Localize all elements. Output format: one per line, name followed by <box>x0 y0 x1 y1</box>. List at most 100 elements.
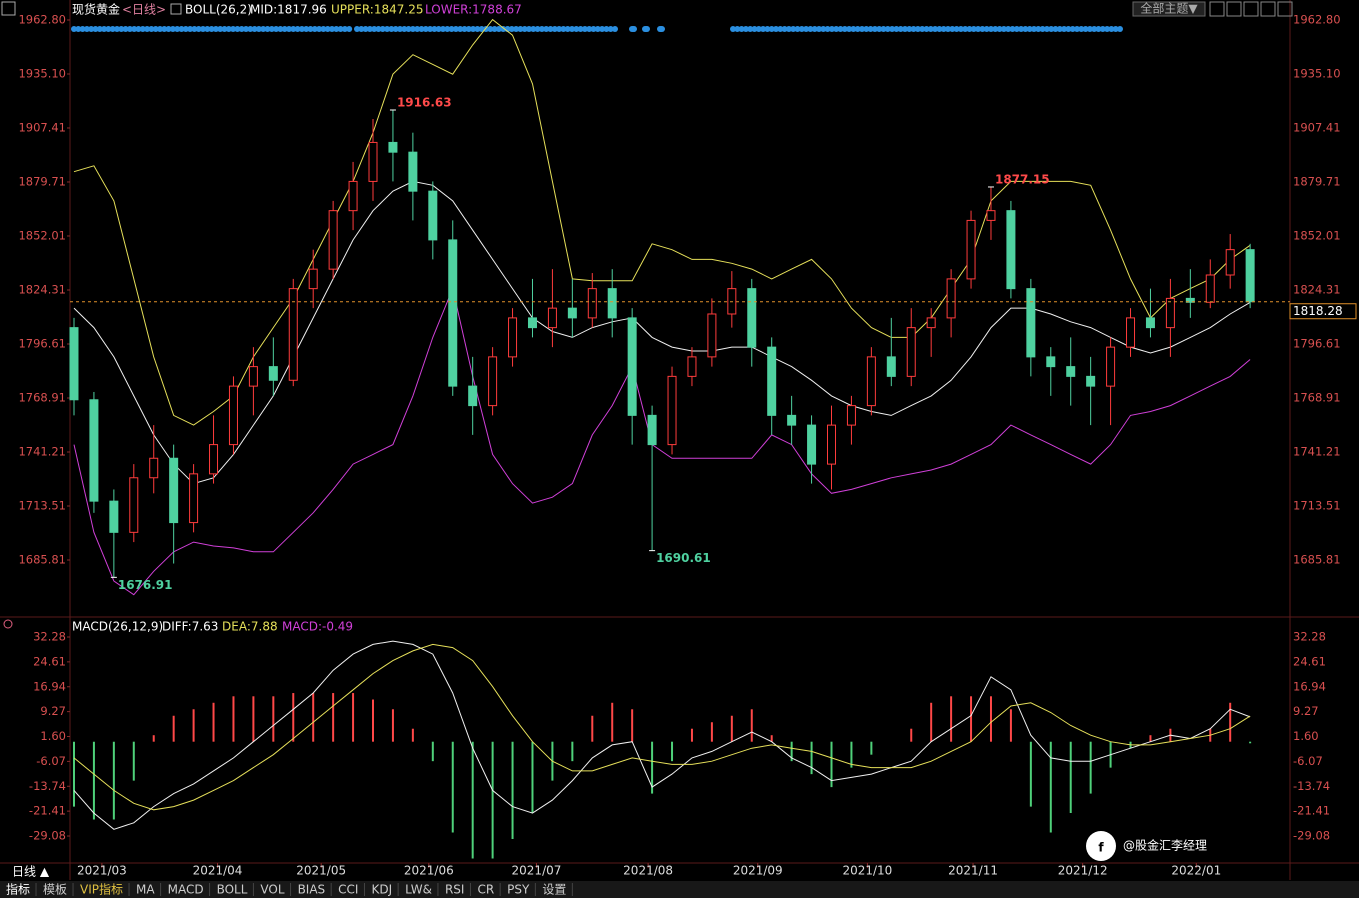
signal-dot <box>320 26 327 32</box>
y-tick-label: 1879.71 <box>18 174 66 188</box>
candle-body <box>1245 249 1255 303</box>
signal-dot <box>255 26 262 32</box>
signal-dot <box>405 26 412 32</box>
tab[interactable]: RSI <box>445 883 465 897</box>
tab[interactable]: 模板 <box>43 883 67 897</box>
candle-body <box>647 414 657 446</box>
tab[interactable]: MACD <box>168 883 204 897</box>
signal-dot <box>397 26 403 32</box>
candle-body <box>248 366 258 387</box>
y-tick-label-right: 1.60 <box>1293 729 1319 743</box>
signal-dot <box>457 26 464 32</box>
signal-dot <box>333 26 340 32</box>
signal-dot <box>854 26 861 32</box>
signal-dot <box>530 26 537 32</box>
x-tick-label: 2021/12 <box>1058 864 1108 878</box>
signal-dot <box>513 26 520 32</box>
x-tick-label: 2021/09 <box>733 864 783 878</box>
signal-dot <box>1082 26 1089 32</box>
signal-dot <box>268 26 275 32</box>
signal-dot <box>581 26 588 32</box>
low-label: 1690.61 <box>656 551 711 565</box>
tab[interactable]: BOLL <box>217 883 248 897</box>
y-tick-label-right: 16.94 <box>1293 679 1326 693</box>
panel-icon[interactable] <box>3 619 13 629</box>
signal-dot <box>738 26 745 32</box>
x-tick-label: 2021/04 <box>193 864 243 878</box>
signal-dot <box>118 26 125 32</box>
y-tick-label: 16.94 <box>33 679 66 693</box>
signal-dot <box>303 26 310 32</box>
tab[interactable]: VOL <box>260 883 284 897</box>
tool-button[interactable] <box>1243 1 1259 17</box>
tab[interactable]: PSY <box>507 883 530 897</box>
candle-body <box>268 366 278 381</box>
theme-button[interactable] <box>1132 1 1206 17</box>
candle-body <box>209 444 219 475</box>
tool-button[interactable] <box>1209 1 1225 17</box>
signal-dot <box>444 26 451 32</box>
tab[interactable]: LW& <box>405 883 432 897</box>
y-tick-label: 1741.21 <box>18 444 66 458</box>
signal-dot <box>152 26 159 32</box>
signal-dot <box>101 26 108 32</box>
signal-dot <box>1095 26 1102 32</box>
y-tick-label-right: 1741.21 <box>1293 444 1341 458</box>
tab[interactable]: KDJ <box>371 883 392 897</box>
tab[interactable]: MA <box>136 883 155 897</box>
signal-dot <box>1099 26 1106 32</box>
signal-dot <box>79 26 86 32</box>
signal-dot <box>122 26 129 32</box>
series-line <box>73 640 1251 830</box>
signal-dot <box>371 26 378 32</box>
tool-button[interactable] <box>1226 1 1242 17</box>
signal-dot <box>1108 26 1115 32</box>
candle-body <box>1185 297 1195 303</box>
macd-value-legend: MACD:-0.49 <box>282 620 353 634</box>
candle-body <box>348 180 358 212</box>
tab[interactable]: 指标 <box>6 882 30 897</box>
signal-dot <box>195 26 202 32</box>
period-button[interactable]: 日线 ▲ <box>12 865 50 879</box>
candle-body <box>408 151 418 192</box>
signal-dot <box>1074 26 1080 32</box>
menu-icon[interactable] <box>1 1 16 16</box>
signal-dot <box>910 26 917 32</box>
tab[interactable]: CR <box>477 883 494 897</box>
indicator-icon[interactable] <box>170 3 182 15</box>
signal-dot <box>277 26 284 32</box>
signal-dot <box>760 26 767 32</box>
candle-body <box>966 219 976 280</box>
diff-legend: DIFF:7.63 <box>162 620 218 634</box>
x-tick-label: 2022/01 <box>1171 864 1221 878</box>
signal-dot <box>751 26 758 32</box>
signal-dot <box>569 26 575 32</box>
tool-button[interactable] <box>1277 1 1293 17</box>
tool-button[interactable] <box>1260 1 1276 17</box>
signal-dot <box>251 26 258 32</box>
tab[interactable]: VIP指标 <box>80 882 123 897</box>
signal-dot <box>962 26 969 32</box>
signal-dot <box>139 26 146 32</box>
tab[interactable]: 设置 <box>542 883 566 897</box>
y-tick-label: 32.28 <box>33 629 66 643</box>
signal-dot <box>983 26 990 32</box>
lower-legend: LOWER:1788.67 <box>425 3 522 17</box>
signal-dot <box>169 26 176 32</box>
tab[interactable]: BIAS <box>298 883 326 897</box>
signal-dot <box>957 26 964 32</box>
signal-dot <box>1104 26 1111 32</box>
signal-dot <box>996 26 1003 32</box>
signal-dot <box>867 26 874 32</box>
signal-dot <box>1005 26 1012 32</box>
signal-dot <box>1117 26 1123 32</box>
tab-bar <box>0 881 1359 898</box>
signal-dot <box>1056 26 1063 32</box>
tab[interactable]: CCI <box>338 883 358 897</box>
signal-dot <box>298 26 305 32</box>
y-tick-label: -29.08 <box>29 829 66 843</box>
signal-dot <box>375 26 382 32</box>
signal-dot <box>1000 26 1007 32</box>
signal-dot <box>1086 26 1093 32</box>
signal-dot <box>281 26 288 32</box>
